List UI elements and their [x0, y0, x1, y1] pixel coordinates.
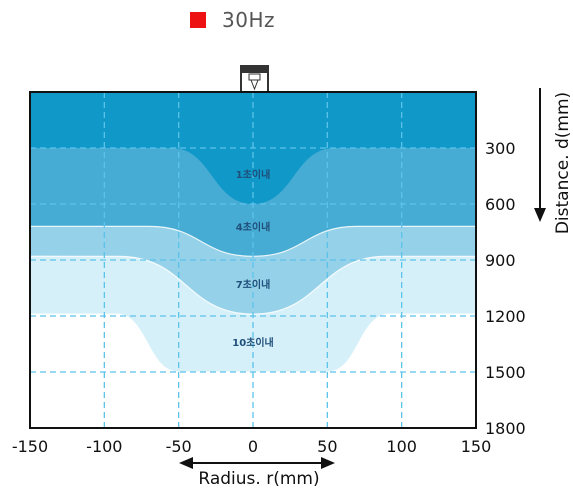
y-tick-label: 1500	[485, 363, 526, 382]
y-tick-labels: 300 600 900 1200 1500 1800	[485, 139, 526, 438]
x-tick-labels: -150 -100 -50 0 50 100 150	[12, 437, 491, 456]
x-tick-label: -150	[12, 437, 48, 456]
legend-swatch	[190, 12, 206, 28]
legend: 30Hz	[190, 6, 275, 34]
y-axis-arrow	[534, 88, 546, 222]
y-tick-label: 1200	[485, 307, 526, 326]
band-label-4: 10초이내	[232, 336, 274, 349]
band-label-1: 1초이내	[236, 168, 271, 181]
x-tick-label: 150	[461, 437, 492, 456]
x-tick-label: 50	[317, 437, 337, 456]
x-axis-label: Radius. r(mm)	[198, 469, 319, 489]
grid-lines	[30, 92, 476, 428]
y-tick-label: 1800	[485, 419, 526, 438]
band-label-3: 7초이내	[236, 278, 271, 291]
x-axis-arrow	[179, 457, 335, 469]
x-tick-label: 0	[248, 437, 258, 456]
x-tick-label: -100	[86, 437, 122, 456]
plot-frame	[29, 91, 477, 429]
y-tick-label: 600	[485, 195, 516, 214]
y-tick-label: 300	[485, 139, 516, 158]
band-label-2: 4초이내	[236, 220, 271, 233]
x-tick-label: 100	[386, 437, 417, 456]
legend-label: 30Hz	[222, 8, 275, 32]
band-labels: 1초이내 4초이내 7초이내 10초이내	[232, 168, 274, 349]
y-tick-label: 900	[485, 251, 516, 270]
x-tick-label: -50	[166, 437, 192, 456]
sensor-icon	[240, 65, 269, 93]
y-axis-label: Distance. d(mm)	[553, 92, 573, 234]
